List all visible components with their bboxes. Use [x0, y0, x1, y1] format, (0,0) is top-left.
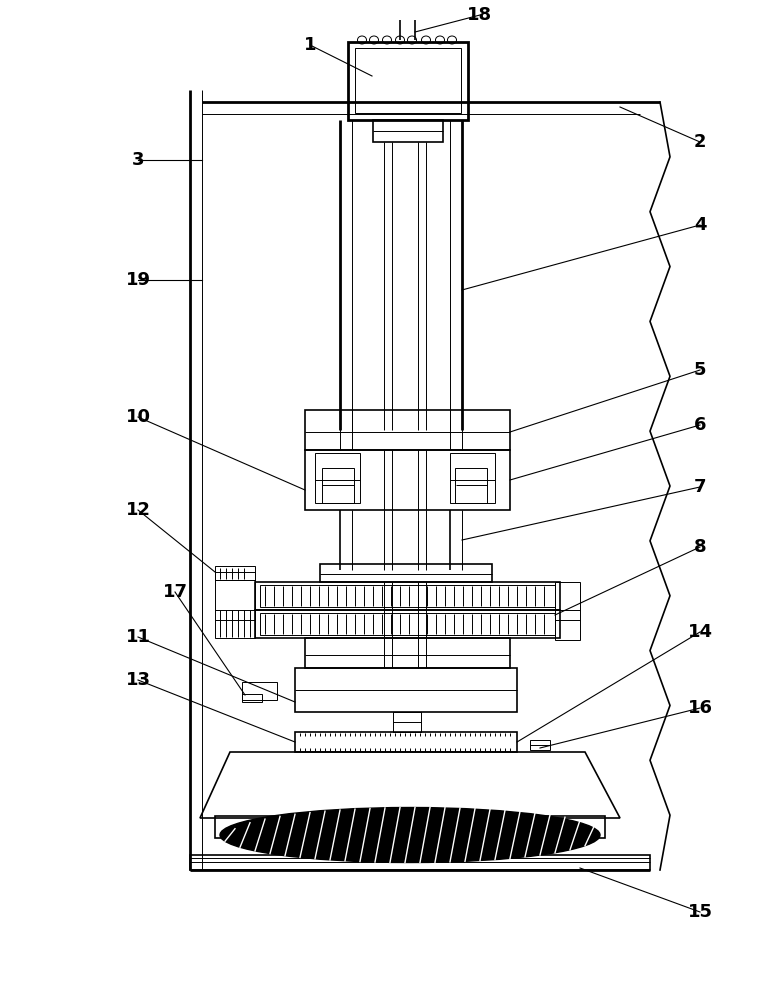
Text: 18: 18	[467, 6, 493, 24]
Text: 2: 2	[694, 133, 706, 151]
Text: 3: 3	[132, 151, 145, 169]
Bar	[315, 453, 360, 503]
Text: 5: 5	[694, 361, 706, 379]
Bar	[305, 410, 510, 450]
Bar	[348, 42, 468, 120]
Bar	[215, 816, 605, 838]
Bar	[305, 450, 510, 510]
Bar	[260, 585, 555, 607]
Bar	[555, 582, 580, 640]
Bar	[455, 468, 487, 503]
Bar	[355, 48, 461, 113]
Text: 13: 13	[125, 671, 151, 689]
Text: 17: 17	[162, 583, 187, 601]
Bar	[215, 572, 255, 580]
Bar	[295, 732, 517, 752]
Bar	[190, 855, 650, 870]
Text: 19: 19	[125, 271, 151, 289]
Text: 16: 16	[688, 699, 712, 717]
Text: 8: 8	[694, 538, 706, 556]
Ellipse shape	[220, 808, 600, 862]
Text: 15: 15	[688, 903, 712, 921]
Bar	[320, 564, 492, 582]
Bar	[295, 668, 517, 712]
Bar	[255, 610, 560, 638]
Text: 11: 11	[125, 628, 151, 646]
Bar	[215, 566, 255, 580]
Text: 14: 14	[688, 623, 712, 641]
Text: 1: 1	[304, 36, 316, 54]
Text: 12: 12	[125, 501, 151, 519]
Bar	[215, 580, 255, 638]
Bar	[450, 453, 495, 503]
Text: 6: 6	[694, 416, 706, 434]
Text: 10: 10	[125, 408, 151, 426]
Bar	[260, 613, 555, 635]
Bar	[305, 638, 510, 668]
Bar	[393, 712, 421, 732]
Text: 4: 4	[694, 216, 706, 234]
Bar	[373, 120, 443, 142]
Text: 7: 7	[694, 478, 706, 496]
Bar	[242, 682, 277, 700]
Bar	[530, 740, 550, 750]
Bar	[322, 468, 354, 503]
Bar	[255, 582, 560, 610]
Bar	[242, 694, 262, 702]
